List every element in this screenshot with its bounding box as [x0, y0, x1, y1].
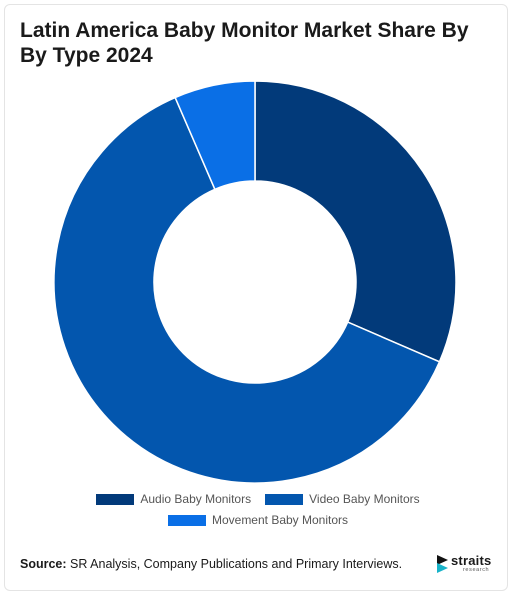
- legend-label-audio: Audio Baby Monitors: [140, 492, 252, 506]
- source-label: Source:: [20, 557, 67, 571]
- source-text: SR Analysis, Company Publications and Pr…: [66, 557, 403, 571]
- logo-wordmark: straits: [451, 553, 492, 568]
- legend-swatch-video: [265, 493, 304, 505]
- legend-swatch-movement: [167, 514, 206, 526]
- logo-subtext: research: [463, 567, 490, 573]
- donut-slice-audio-baby-monitors[interactable]: [254, 80, 457, 363]
- legend-swatch-audio: [96, 493, 135, 505]
- donut-slice-movement-baby-monitors[interactable]: [174, 80, 256, 191]
- legend-item-movement[interactable]: Movement Baby Monitors: [167, 513, 349, 527]
- legend-label-video: Video Baby Monitors: [309, 492, 420, 506]
- legend-item-audio[interactable]: Audio Baby Monitors: [96, 492, 251, 506]
- legend-item-video[interactable]: Video Baby Monitors: [265, 492, 420, 506]
- chart-title: Latin America Baby Monitor Market Share …: [20, 19, 469, 67]
- donut-slice-video-baby-monitors[interactable]: [53, 96, 441, 484]
- straits-logo: straits research: [436, 553, 496, 575]
- legend-label-movement: Movement Baby Monitors: [211, 513, 349, 527]
- chart-legend: Audio Baby Monitors Video Baby Monitors …: [60, 492, 456, 527]
- straits-logo-mark-icon: [437, 555, 448, 573]
- source-note: Source: SR Analysis, Company Publication…: [20, 557, 402, 571]
